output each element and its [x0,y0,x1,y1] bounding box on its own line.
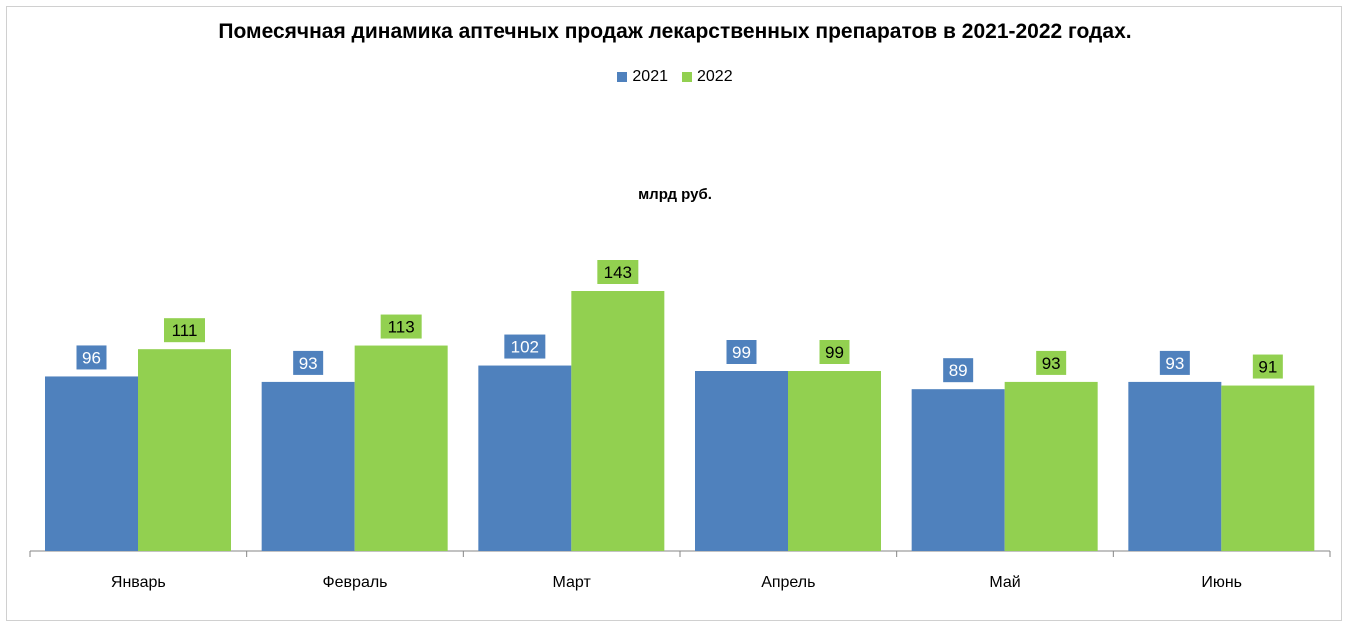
bar-2022-4 [1004,381,1098,551]
chart-legend: 2021 2022 [0,68,1350,86]
data-label-box-2022-5 [1252,354,1283,379]
legend-label-2022: 2022 [697,68,733,85]
data-label-box-2022-3 [819,340,850,364]
legend-item-2021: 2021 [617,68,668,86]
legend-swatch-2022 [682,72,692,82]
data-label-box-2022-1 [380,314,422,339]
x-tick-label-5: Июнь [1201,574,1242,591]
bar-2021-1 [261,381,355,551]
bar-2022-2 [571,291,665,551]
data-label-2021-2: 102 [511,338,539,357]
data-label-box-2021-4 [943,358,974,383]
x-tick-label-4: Май [989,574,1020,591]
x-tick-label-0: Январь [111,574,166,591]
legend-item-2022: 2022 [682,68,733,86]
data-label-2022-1: 113 [388,318,415,337]
data-label-2021-1: 93 [299,354,318,373]
data-label-2021-3: 99 [732,343,751,362]
data-label-box-2021-2 [504,334,546,359]
bar-2022-5 [1221,385,1315,551]
data-label-2021-4: 89 [949,361,968,380]
data-label-box-2021-3 [726,340,757,364]
x-tick-label-2: Март [553,574,592,591]
data-label-box-2022-4 [1036,350,1067,375]
data-label-2022-5: 91 [1258,358,1277,377]
bar-2022-3 [788,371,881,551]
legend-label-2021: 2021 [632,68,668,85]
bar-2021-4 [911,389,1005,551]
bar-2021-5 [1128,381,1222,551]
legend-swatch-2021 [617,72,628,82]
data-label-2022-4: 93 [1042,354,1061,373]
chart-title: Помесячная динамика аптечных продаж лека… [218,20,1132,43]
data-label-2022-0: 111 [172,321,198,340]
x-tick-label-1: Февраль [322,574,387,591]
data-label-box-2021-1 [293,350,324,375]
data-label-2021-0: 96 [82,348,101,367]
data-label-box-2022-0 [164,318,205,343]
data-label-2022-2: 143 [604,263,632,282]
bar-2021-0 [45,376,138,551]
data-label-2022-3: 99 [825,343,844,362]
unit-label: млрд руб. [638,186,712,203]
bar-2022-0 [138,349,231,551]
data-label-box-2021-0 [76,345,107,370]
data-label-box-2022-2 [597,260,639,284]
data-label-box-2021-5 [1159,350,1190,375]
bar-2021-2 [478,365,572,551]
bar-2021-3 [695,371,788,551]
x-tick-label-3: Апрель [761,574,815,591]
bar-2022-1 [354,345,448,551]
data-label-2021-5: 93 [1165,354,1184,373]
